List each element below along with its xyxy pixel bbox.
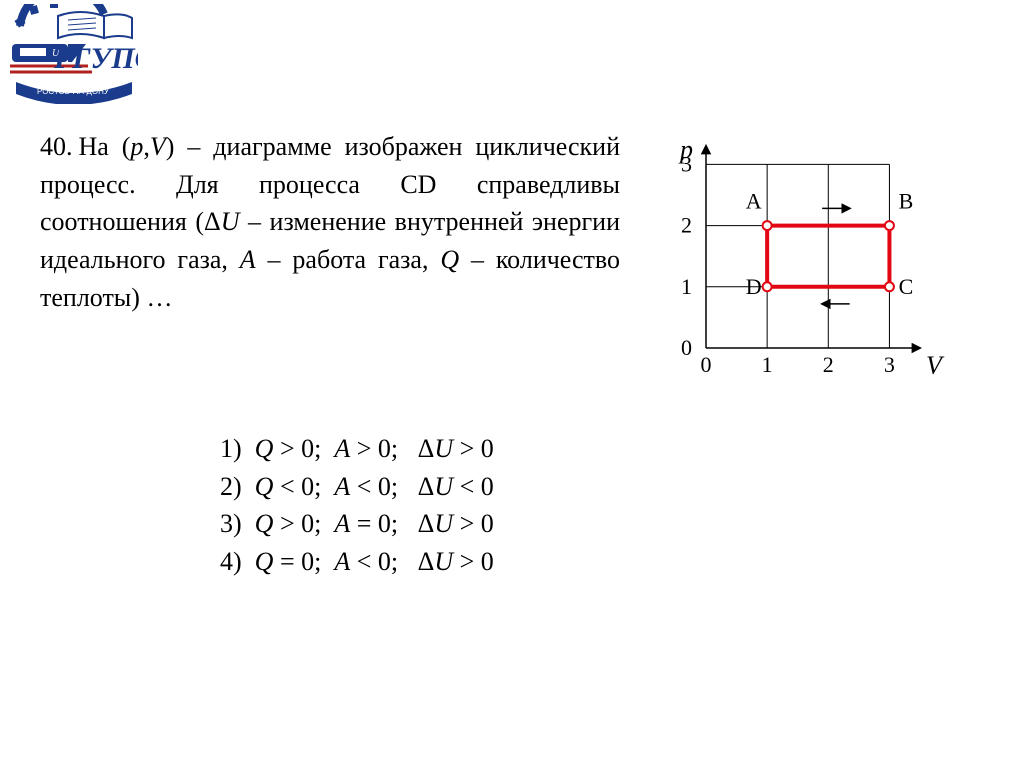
problem-row: 40.На (p,V) – диаграмме изображен циклич… — [40, 128, 1004, 388]
svg-text:V: V — [926, 351, 945, 380]
symbol-a: A — [240, 245, 256, 274]
svg-text:p: p — [678, 135, 693, 164]
svg-text:C: C — [899, 274, 914, 299]
svg-text:2: 2 — [681, 213, 692, 238]
answer-option: 2) Q < 0; A < 0; ΔU < 0 — [220, 468, 494, 506]
answer-option: 1) Q > 0; A > 0; ΔU > 0 — [220, 430, 494, 468]
symbol-p: p — [130, 132, 143, 161]
problem-number: 40. — [40, 132, 73, 161]
logo-subtext: РОСТОВ-НА-ДОНУ — [37, 87, 110, 96]
svg-text:1: 1 — [681, 274, 692, 299]
svg-text:A: A — [746, 188, 762, 213]
answer-option: 3) Q > 0; A = 0; ΔU > 0 — [220, 505, 494, 543]
svg-text:0: 0 — [681, 335, 692, 360]
symbol-q: Q — [440, 245, 459, 274]
symbol-v: V — [150, 132, 166, 161]
problem-statement: 40.На (p,V) – диаграмме изображен циклич… — [40, 128, 620, 316]
svg-text:2: 2 — [823, 352, 834, 377]
pv-diagram: 01230123VpABCD — [660, 128, 960, 388]
svg-text:D: D — [746, 274, 762, 299]
svg-text:B: B — [899, 188, 914, 213]
pv-diagram-svg: 01230123VpABCD — [660, 128, 960, 388]
symbol-u: U — [221, 207, 240, 236]
svg-text:1: 1 — [762, 352, 773, 377]
university-logo: U РГУПС РОСТОВ-НА-ДОНУ — [8, 4, 138, 104]
svg-text:0: 0 — [701, 352, 712, 377]
answer-option: 4) Q = 0; A < 0; ΔU > 0 — [220, 543, 494, 581]
page: U РГУПС РОСТОВ-НА-ДОНУ 40.На (p,V) – диа… — [0, 0, 1024, 768]
logo-svg: U РГУПС РОСТОВ-НА-ДОНУ — [8, 4, 138, 104]
svg-text:3: 3 — [884, 352, 895, 377]
logo-text: РГУПС — [53, 42, 138, 75]
answer-options: 1) Q > 0; A > 0; ΔU > 02) Q < 0; A < 0; … — [220, 430, 494, 581]
